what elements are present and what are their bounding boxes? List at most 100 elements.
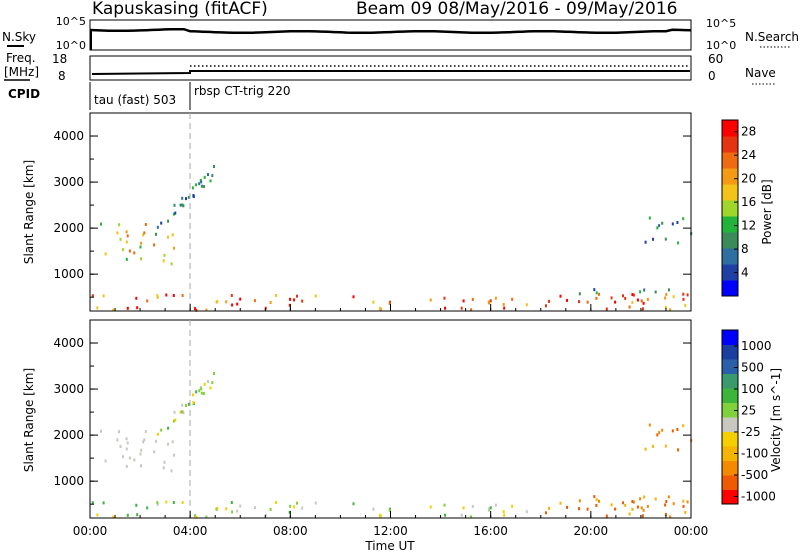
echo-cell	[195, 515, 198, 519]
echo-cell	[181, 294, 184, 297]
nave-tick-top: 60	[708, 52, 723, 66]
echo-cell	[605, 307, 608, 311]
echo-cell	[156, 294, 159, 298]
echo-cell	[213, 165, 215, 168]
echo-cell	[230, 501, 233, 504]
power-echo-cells	[91, 165, 693, 312]
velocity-echo-cells	[91, 372, 693, 519]
cpid-segment-2: rbsp CT-trig 220	[194, 84, 290, 98]
echo-cell	[195, 183, 198, 187]
echo-cell	[631, 300, 634, 304]
y-tick-label: 2000	[53, 428, 84, 442]
echo-cell	[672, 295, 675, 299]
echo-cell	[187, 402, 190, 406]
colorbar-swatch	[722, 216, 738, 233]
echo-cell	[548, 299, 550, 303]
echo-cell	[126, 306, 129, 310]
echo-cell	[676, 221, 679, 224]
echo-cell	[156, 501, 159, 505]
echo-cell	[502, 510, 505, 513]
echo-cell	[578, 507, 580, 511]
echo-cell	[102, 294, 105, 298]
freq-tick-top: 18	[52, 52, 67, 66]
echo-cell	[140, 464, 142, 468]
echo-cell	[173, 410, 176, 414]
echo-cell	[460, 306, 463, 310]
echo-cell	[133, 251, 136, 255]
echo-cell	[429, 505, 432, 509]
echo-cell	[669, 515, 672, 519]
echo-cell	[682, 297, 685, 301]
echo-cell	[631, 500, 634, 503]
x-tick-label: 00:00	[73, 524, 108, 538]
echo-cell	[203, 175, 206, 179]
y-tick-label: 3000	[53, 382, 84, 396]
colorbar-tick-label: 20	[741, 172, 756, 186]
echo-cell	[511, 504, 514, 508]
colorbar-tick-label: 24	[741, 148, 756, 162]
echo-cell	[142, 233, 145, 237]
echo-cell	[269, 508, 272, 511]
echo-cell	[264, 306, 267, 310]
echo-cell	[187, 195, 190, 199]
echo-cell	[665, 293, 668, 296]
echo-cell	[654, 290, 657, 294]
echo-cell	[156, 225, 159, 229]
x-tick-label: 04:00	[173, 524, 208, 538]
echo-cell	[586, 300, 589, 304]
freq-trace	[91, 70, 690, 75]
power-panel-frame	[89, 112, 692, 312]
echo-cell	[253, 506, 256, 510]
colorbar-tick-label: -100	[741, 447, 768, 461]
echo-cell	[125, 437, 128, 441]
echo-cell	[654, 497, 657, 501]
power-colorbar: 4 8 12 16 20 24 28	[721, 119, 756, 297]
freq-tick-bottom: 8	[58, 69, 66, 83]
echo-cell	[171, 440, 174, 444]
echo-cell	[171, 233, 174, 237]
echo-cell	[165, 500, 168, 504]
echo-cell	[545, 304, 547, 308]
echo-cell	[253, 299, 256, 303]
echo-cell	[443, 296, 446, 300]
echo-cell	[664, 512, 667, 516]
echo-cell	[139, 245, 142, 249]
echo-cell	[559, 501, 562, 505]
echo-cell	[185, 404, 187, 408]
echo-cell	[578, 292, 581, 296]
echo-cell	[595, 503, 598, 507]
echo-cell	[658, 224, 661, 228]
echo-cell	[443, 503, 446, 507]
echo-cell	[664, 503, 667, 507]
echo-cell	[648, 423, 651, 427]
colorbar-tick-label: 28	[741, 125, 756, 139]
echo-cell	[198, 389, 201, 393]
echo-cell	[205, 308, 208, 312]
echo-cell	[207, 173, 209, 176]
colorbar-swatch	[722, 402, 738, 418]
echo-cell	[231, 303, 234, 307]
echo-cell	[172, 294, 175, 297]
echo-cell	[140, 241, 143, 245]
echo-cell	[646, 297, 649, 301]
station-title: Kapuskasing (fitACF)	[92, 0, 268, 19]
echo-cell	[225, 507, 228, 511]
colorbar-swatch	[722, 431, 738, 447]
echo-cell	[525, 303, 528, 307]
echo-cell	[91, 294, 94, 298]
echo-cell	[264, 513, 267, 517]
echo-cell	[125, 464, 128, 468]
echo-cell	[216, 299, 219, 303]
echo-cell	[314, 501, 317, 505]
echo-cell	[140, 257, 142, 261]
echo-cell	[91, 501, 94, 505]
echo-cell	[136, 513, 139, 517]
x-tick-label: 00:00	[674, 524, 709, 538]
echo-cell	[160, 221, 163, 225]
echo-cell	[494, 503, 497, 507]
echo-cell	[211, 381, 214, 385]
echo-cell	[494, 296, 497, 300]
colorbar-tick-label: 1000	[741, 339, 772, 353]
colorbar-tick-label: 500	[741, 361, 764, 375]
freq-panel-frame	[89, 55, 692, 81]
